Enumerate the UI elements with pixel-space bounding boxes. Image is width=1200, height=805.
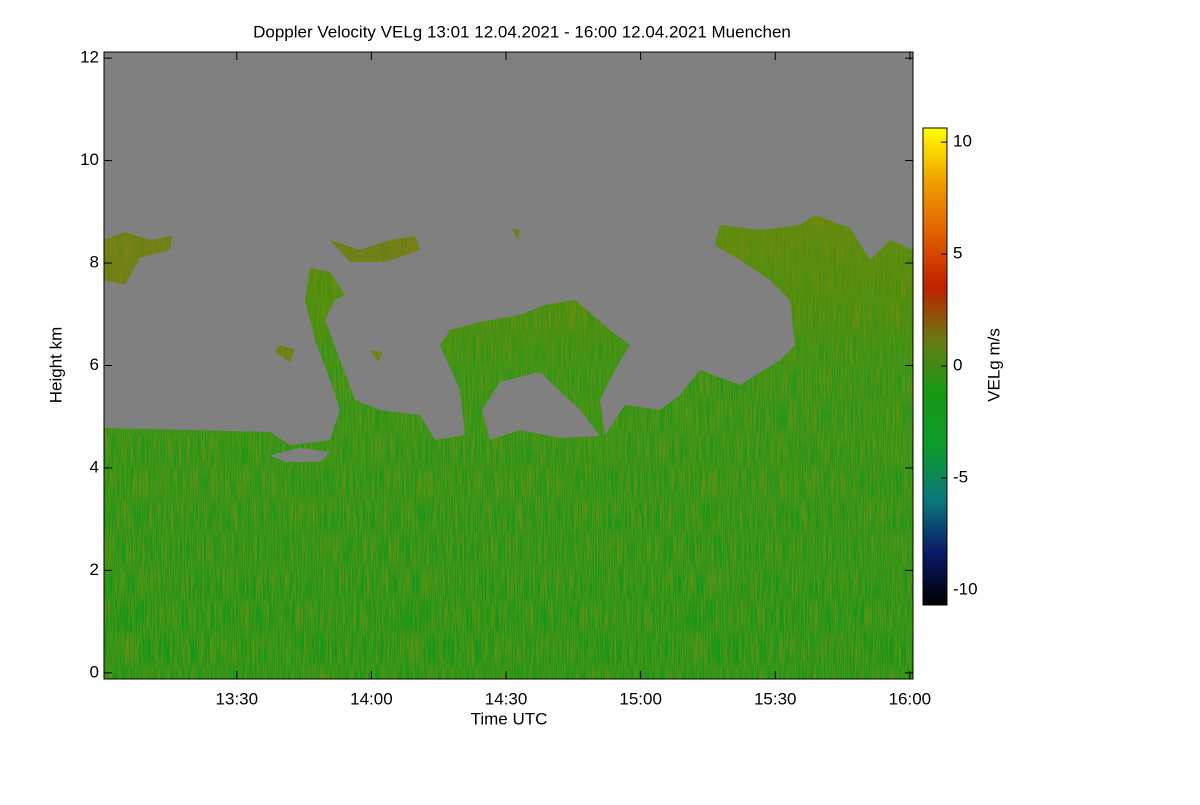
- x-tick-label: 14:00: [350, 689, 393, 708]
- velocity-field: [104, 52, 913, 679]
- x-axis-label: Time UTC: [471, 709, 548, 728]
- colorbar-tick-label: -10: [953, 579, 978, 598]
- x-tick-label: 15:00: [619, 689, 662, 708]
- x-tick-label: 14:30: [485, 689, 528, 708]
- gap: [270, 372, 600, 462]
- chart-title: Doppler Velocity VELg 13:01 12.04.2021 -…: [253, 22, 791, 41]
- y-axis-label: Height km: [46, 327, 65, 404]
- colorbar-tick-label: -5: [953, 468, 968, 487]
- x-tick-label: 16:00: [889, 689, 932, 708]
- y-tick-label: 12: [80, 48, 99, 67]
- colorbar-label: VELg m/s: [984, 328, 1003, 402]
- echo: [104, 215, 913, 679]
- x-tick-label: 13:30: [216, 689, 259, 708]
- y-tick-label: 8: [90, 253, 99, 272]
- y-tick-label: 2: [90, 560, 99, 579]
- y-tick-label: 0: [90, 662, 99, 681]
- colorbar-tick-label: 0: [953, 356, 962, 375]
- colorbar-tick-label: 5: [953, 244, 962, 263]
- y-tick-label: 10: [80, 150, 99, 169]
- colorbar-tick-label: 10: [953, 132, 972, 151]
- y-tick-label: 6: [90, 355, 99, 374]
- y-tick-label: 4: [90, 457, 99, 476]
- x-tick-label: 15:30: [754, 689, 797, 708]
